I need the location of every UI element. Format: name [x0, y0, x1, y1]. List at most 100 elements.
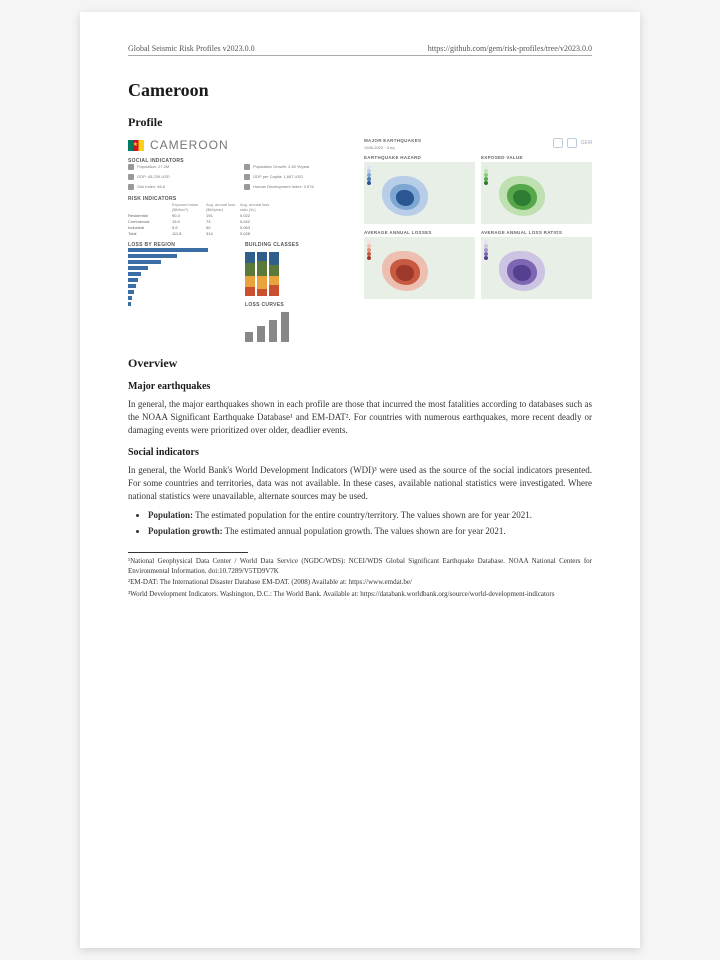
indicator-text: Population: 27.2M: [137, 164, 169, 170]
profile-grid: CAMEROON SOCIAL INDICATORS Population: 2…: [128, 138, 592, 342]
bar-row: [128, 266, 239, 270]
footnotes: ¹National Geophysical Data Center / Worl…: [128, 557, 592, 599]
mini-bar: [281, 312, 289, 342]
map-cell: EARTHQUAKE HAZARD ·····: [364, 155, 475, 224]
legend-swatch: [367, 177, 371, 181]
risk-cell: 0.022: [240, 213, 270, 218]
bar: [128, 290, 134, 294]
map-legend: ·····: [484, 165, 491, 185]
stacked-column: [245, 252, 255, 296]
legend-swatch: [484, 256, 488, 260]
stack-segment: [245, 252, 255, 263]
legend-swatch: [367, 240, 371, 244]
indicator-icon: [244, 174, 250, 180]
profile-left-column: CAMEROON SOCIAL INDICATORS Population: 2…: [128, 138, 356, 342]
risk-table: Exposed value ($M/km²) Avg. annual loss (…: [128, 202, 356, 236]
bar: [128, 260, 161, 264]
bar-row: [128, 290, 239, 294]
risk-cell: 15.9: [172, 219, 202, 224]
risk-cell: Industrial: [128, 225, 168, 230]
list-item: Population: The estimated population for…: [148, 509, 592, 522]
risk-col-header: Exposed value ($M/km²): [172, 202, 202, 212]
running-header: Global Seismic Risk Profiles v2023.0.0 h…: [128, 44, 592, 56]
risk-cell: 0.042: [240, 219, 270, 224]
map-legend: ·····: [367, 240, 374, 260]
bar-row: [128, 296, 239, 300]
bar: [128, 284, 136, 288]
risk-col-header: Avg. annual loss ($M/year): [206, 202, 236, 212]
risk-cell: 0.063: [240, 225, 270, 230]
risk-col-header: Avg. annual loss ratio (‰): [240, 202, 270, 212]
risk-cell: Commercial: [128, 219, 168, 224]
partner-logos: GEM: [553, 138, 592, 148]
legend-label: ·: [373, 181, 374, 185]
map-legend: ·····: [367, 165, 374, 185]
major-eq-text: In general, the major earthquakes shown …: [128, 398, 592, 437]
legend-swatch: [484, 169, 488, 173]
stack-segment: [257, 289, 267, 296]
bullet-bold: Population:: [148, 510, 193, 520]
loss-by-region-block: LOSS BY REGION: [128, 242, 239, 342]
legend-swatch: [367, 252, 371, 256]
map-region: [396, 190, 414, 206]
bullet-list: Population: The estimated population for…: [148, 509, 592, 538]
legend-swatch: [367, 165, 371, 169]
maps-section: GEM MAJOR EARTHQUAKES 1945-2022 · 3 eq E…: [364, 138, 592, 342]
legend-swatch: [484, 252, 488, 256]
risk-cell: 191: [206, 213, 236, 218]
bar-row: [128, 272, 239, 276]
risk-cell: 90.3: [172, 213, 202, 218]
stack-segment: [269, 285, 279, 296]
indicator-item: GDP: 45,239 USD: [128, 174, 240, 180]
building-classes-block: BUILDING CLASSES LOSS CURVES: [245, 242, 356, 342]
legend-swatch: [484, 173, 488, 177]
risk-cell: 111.8: [172, 231, 202, 236]
map-title: AVERAGE ANNUAL LOSS RATIOS: [481, 230, 592, 235]
footnote-rule: [128, 552, 248, 553]
legend-swatch: [484, 240, 488, 244]
stack-segment: [257, 261, 267, 276]
legend-label: ·: [490, 181, 491, 185]
social-heading: Social indicators: [128, 447, 592, 458]
map-cell: AVERAGE ANNUAL LOSS RATIOS ·····: [481, 230, 592, 299]
mini-bar: [245, 332, 253, 342]
bar: [128, 266, 148, 270]
risk-cell: Total: [128, 231, 168, 236]
indicator-text: Human Development Index: 0.576: [253, 184, 314, 190]
logo-icon: [553, 138, 563, 148]
indicator-text: Population Growth: 2.60 %/year: [253, 164, 309, 170]
indicator-item: GDP per Capita: 1,667 USD: [244, 174, 356, 180]
map-body: ·····: [481, 237, 592, 299]
indicator-icon: [128, 164, 134, 170]
loss-curves-chart: [245, 308, 356, 342]
profile-heading: Profile: [128, 115, 592, 130]
bar-row: [128, 248, 239, 252]
country-label: CAMEROON: [150, 138, 229, 152]
indicator-icon: [128, 174, 134, 180]
page-title: Cameroon: [128, 80, 592, 101]
indicator-text: GDP: 45,239 USD: [137, 174, 170, 180]
bar-row: [128, 254, 239, 258]
legend-label: ·: [490, 256, 491, 260]
map-title: EARTHQUAKE HAZARD: [364, 155, 475, 160]
stack-segment: [269, 252, 279, 265]
map-title: AVERAGE ANNUAL LOSSES: [364, 230, 475, 235]
stack-segment: [257, 276, 267, 289]
risk-cell: 0.028: [240, 231, 270, 236]
map-body: ·····: [364, 237, 475, 299]
risk-col-header: [128, 202, 168, 212]
indicator-text: Gini Index: 46.6: [137, 184, 165, 190]
list-item: Population growth: The estimated annual …: [148, 525, 592, 538]
legend-swatch: [367, 173, 371, 177]
loss-by-region-chart: [128, 248, 239, 304]
risk-cell: 50: [206, 225, 236, 230]
bar: [128, 254, 177, 258]
bar: [128, 272, 141, 276]
indicator-icon: [128, 184, 134, 190]
map-body: ·····: [481, 162, 592, 224]
bar: [128, 248, 208, 252]
bullet-bold: Population growth:: [148, 526, 223, 536]
map-region: [513, 265, 531, 281]
stack-segment: [245, 263, 255, 276]
indicator-item: Human Development Index: 0.576: [244, 184, 356, 190]
